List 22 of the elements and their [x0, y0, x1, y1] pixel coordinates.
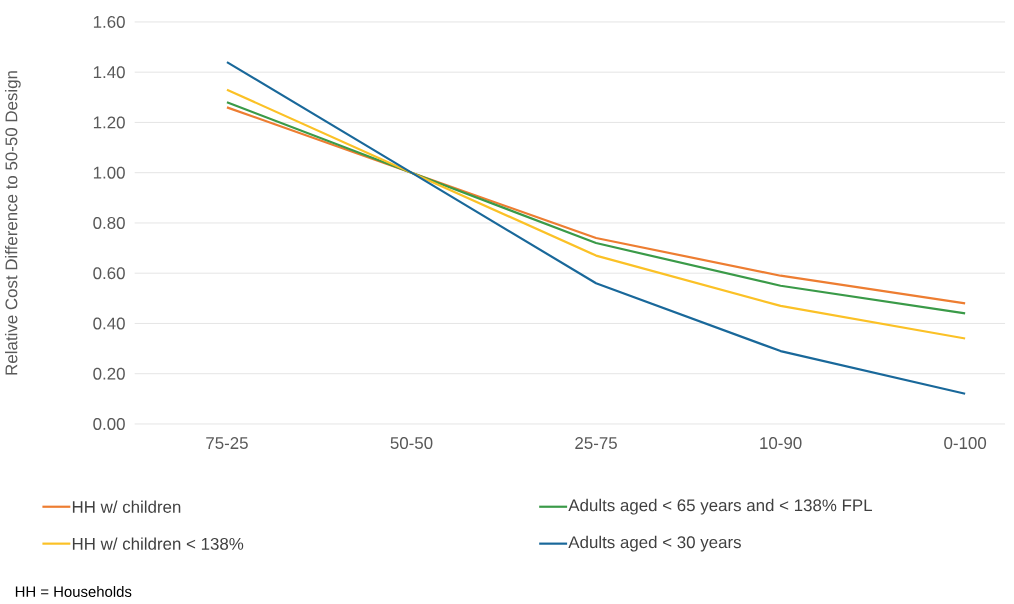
y-tick-label: 0.20	[93, 367, 125, 380]
x-tick-label: 75-25	[206, 437, 248, 450]
legend-label: Adults aged < 30 years	[568, 536, 741, 552]
y-tick-label: 0.80	[93, 217, 125, 230]
y-tick-label: 1.60	[93, 16, 125, 29]
y-tick-label: 1.00	[93, 166, 125, 179]
line-series	[225, 88, 967, 340]
x-tick-label: 10-90	[760, 437, 802, 450]
y-axis-title: Relative Cost Difference to 50-50 Design	[4, 71, 21, 375]
legend-label: HH w/ children	[72, 500, 181, 514]
x-tick-label: 0-100	[944, 437, 987, 450]
line-series	[225, 61, 967, 396]
x-tick-label: 25-75	[575, 437, 617, 450]
legend-label: Adults aged < 65 years and < 138% FPL	[568, 499, 873, 515]
legend-label: HH w/ children < 138%	[72, 537, 244, 551]
text: HH = Households	[15, 586, 132, 598]
y-tick-label: 0.60	[93, 267, 125, 280]
y-tick-label: 0.00	[93, 418, 125, 431]
y-tick-label: 1.40	[93, 66, 125, 79]
y-tick-label: 0.40	[93, 317, 125, 330]
y-tick-label: 1.20	[93, 116, 125, 129]
x-tick-label: 50-50	[390, 437, 433, 450]
